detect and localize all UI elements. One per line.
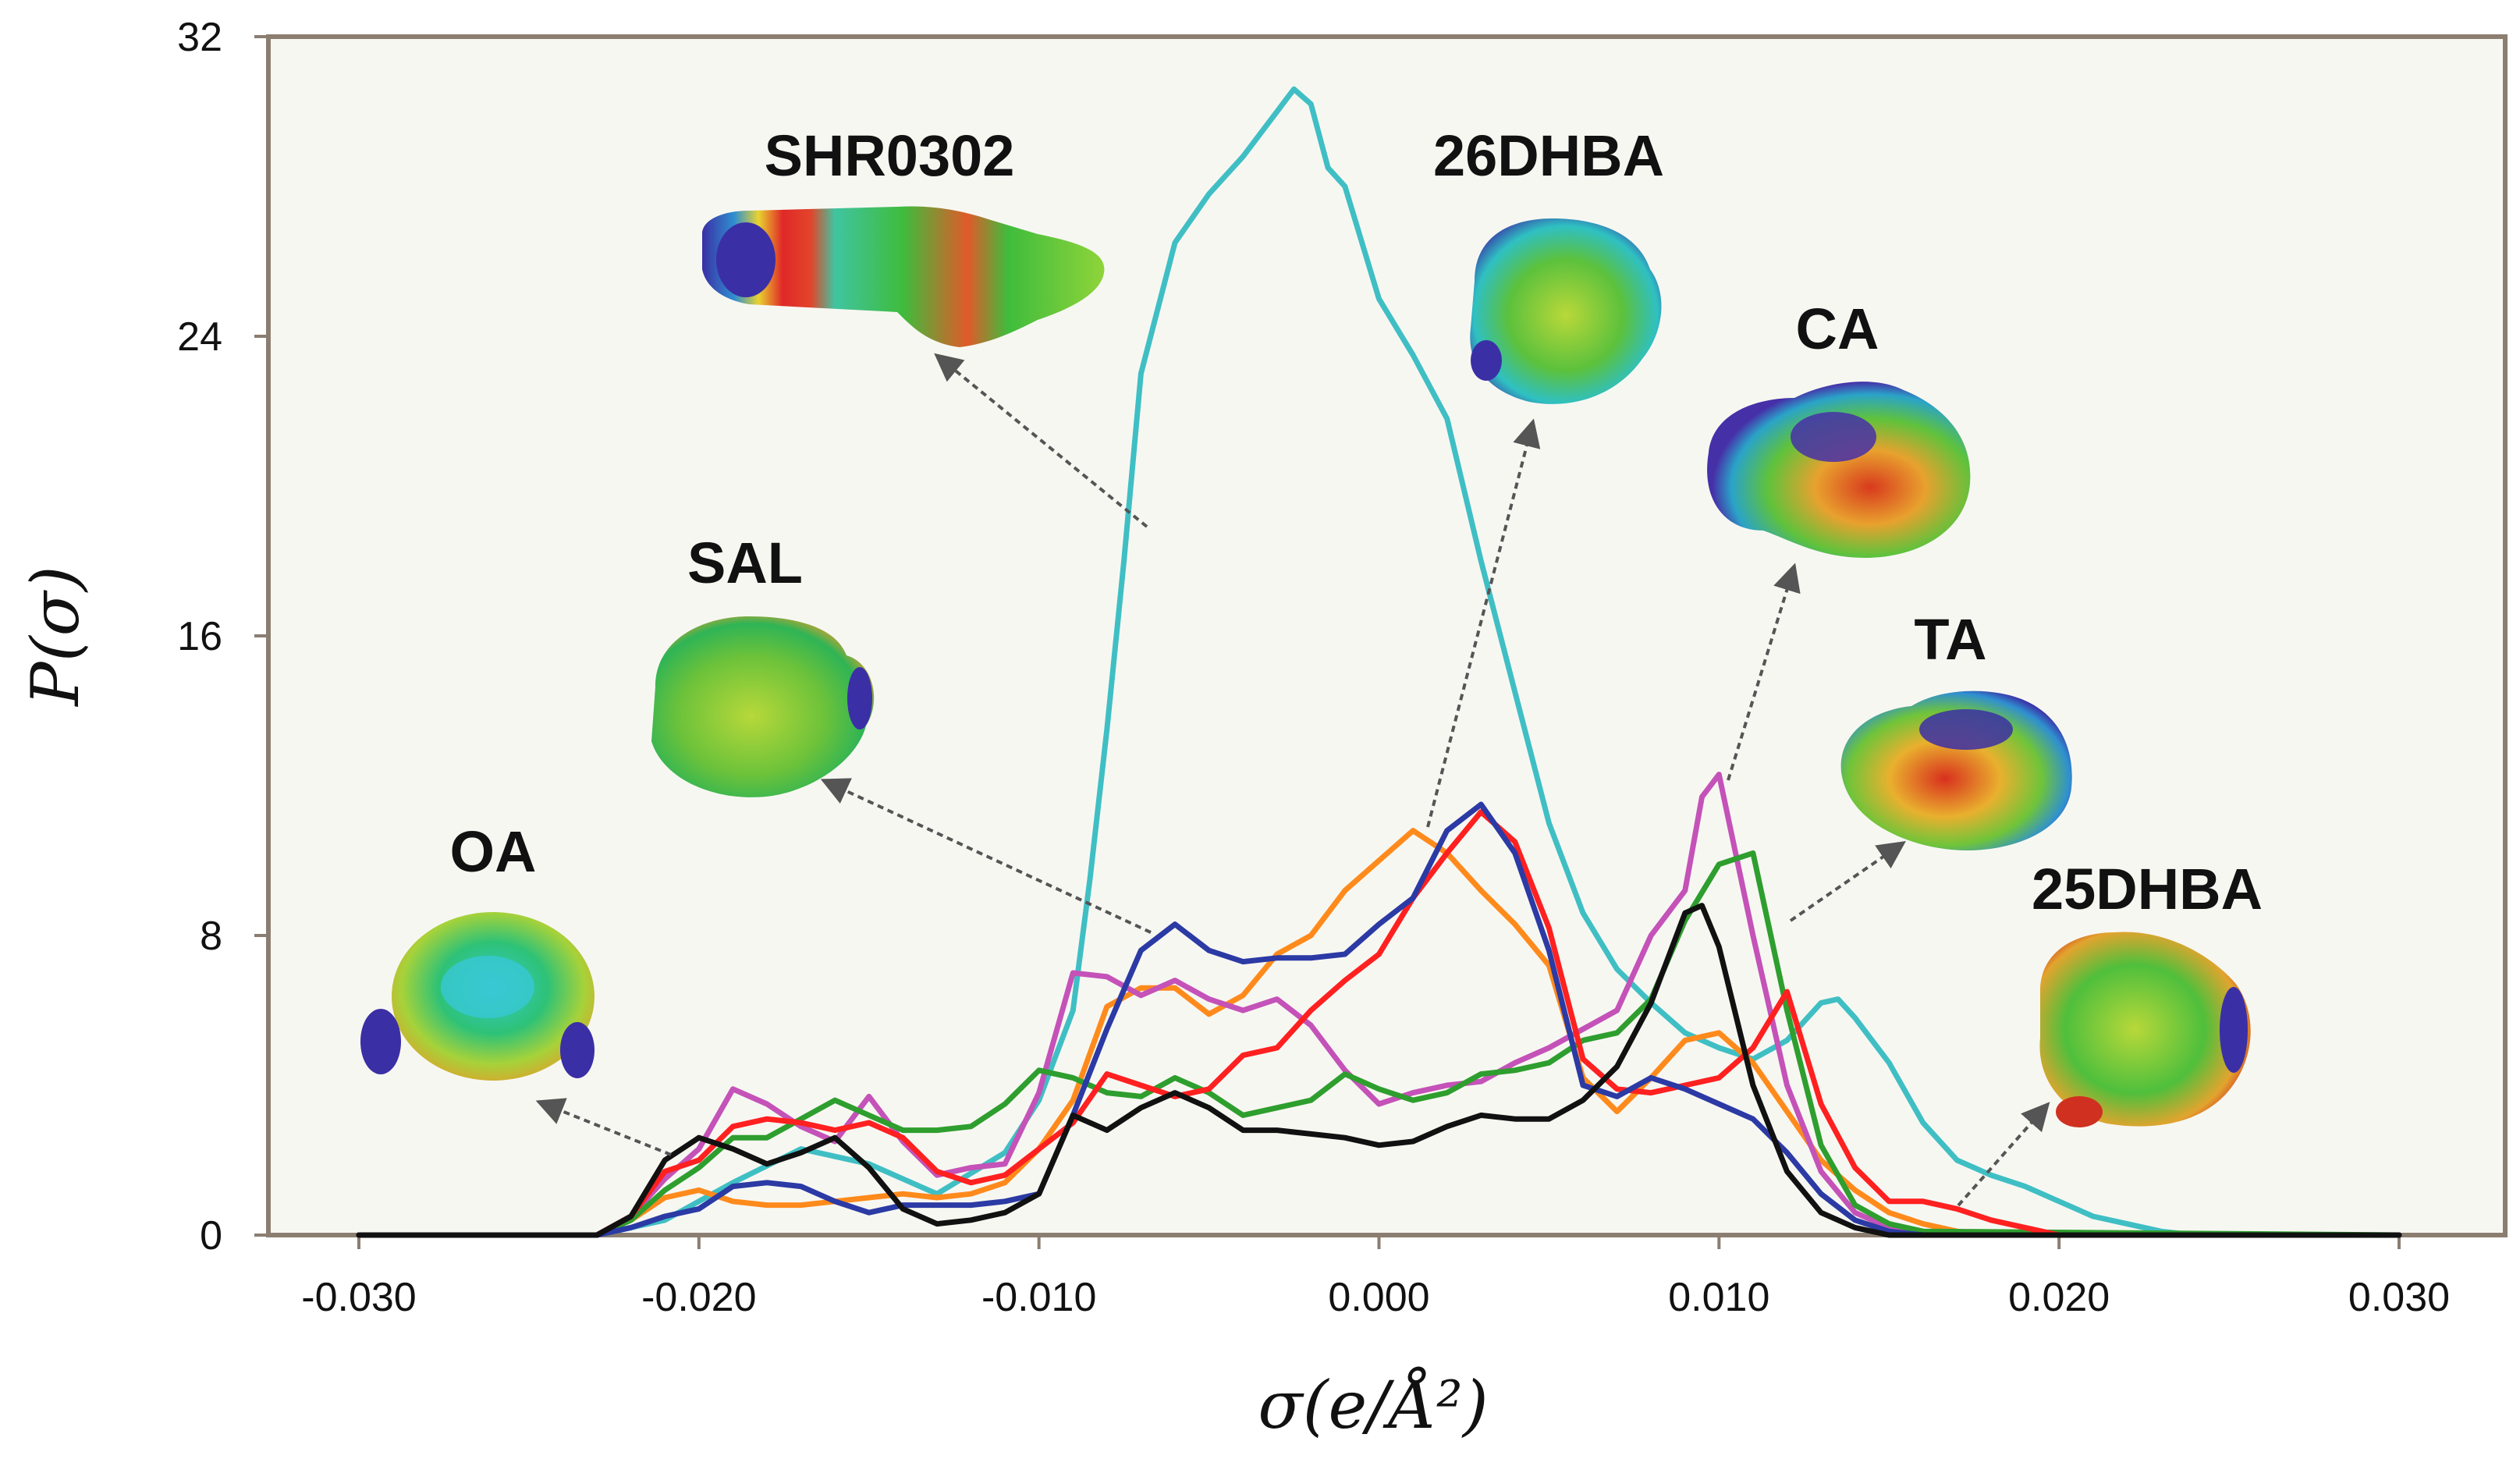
series-line-ca — [356, 772, 2402, 1238]
series-line-oa — [356, 903, 2402, 1238]
ta-molecule-image — [1840, 690, 2072, 850]
y-tick-label: 32 — [177, 15, 222, 60]
25dhba-molecule-image — [2039, 932, 2251, 1127]
y-tick-label: 8 — [200, 914, 222, 959]
y-tick-label: 16 — [177, 614, 222, 659]
y-tick-label: 0 — [200, 1213, 222, 1258]
label-ta: TA — [1914, 607, 1986, 672]
x-tick-label: 0.000 — [1328, 1275, 1429, 1320]
sal-molecule-image — [651, 616, 875, 797]
x-tick-label: 0.010 — [1668, 1275, 1769, 1320]
oa-arrow — [535, 1098, 672, 1156]
shr0302-arrow — [934, 353, 1148, 528]
26dhba-molecule-image — [1470, 218, 1662, 404]
shr0302-molecule-image — [702, 206, 1105, 347]
label-25dhba: 25DHBA — [2032, 857, 2263, 921]
series-line-sal — [356, 801, 2402, 1238]
26dhba-arrow — [1426, 418, 1541, 828]
x-axis-title: σ(e/Å²) — [1258, 1366, 1488, 1443]
x-axis: -0.030 -0.020 -0.010 0.000 0.010 0.020 0.030 — [301, 1235, 2450, 1320]
label-ca: CA — [1796, 296, 1879, 361]
ca-arrow — [1727, 563, 1801, 781]
label-shr0302: SHR0302 — [765, 123, 1015, 188]
x-tick-label: 0.020 — [2008, 1275, 2110, 1320]
oa-molecule-image — [360, 912, 595, 1081]
label-sal: SAL — [687, 531, 803, 595]
x-tick-label: 0.030 — [2348, 1275, 2450, 1320]
ca-molecule-image — [1707, 382, 1971, 558]
y-axis: 0 8 16 24 32 — [177, 15, 268, 1258]
series-line-shr0302 — [356, 86, 2402, 1238]
x-tick-label: -0.030 — [301, 1275, 416, 1320]
molecule-labels: SHR0302 26DHBA CA TA 25DHBA SAL OA — [450, 123, 2263, 921]
label-26dhba: 26DHBA — [1433, 123, 1664, 188]
y-axis-title: P(σ) — [17, 566, 94, 707]
sal-arrow — [820, 778, 1152, 934]
molecule-images — [360, 206, 2251, 1127]
annotation-arrows — [535, 353, 2050, 1207]
series-line-25dhba — [356, 809, 2402, 1238]
y-tick-label: 24 — [177, 314, 222, 360]
ta-arrow — [1789, 840, 1906, 922]
x-tick-label: -0.020 — [641, 1275, 756, 1320]
25dhba-arrow — [1957, 1102, 2050, 1207]
series-layer — [356, 86, 2402, 1238]
x-tick-label: -0.010 — [981, 1275, 1096, 1320]
label-oa: OA — [450, 819, 537, 884]
